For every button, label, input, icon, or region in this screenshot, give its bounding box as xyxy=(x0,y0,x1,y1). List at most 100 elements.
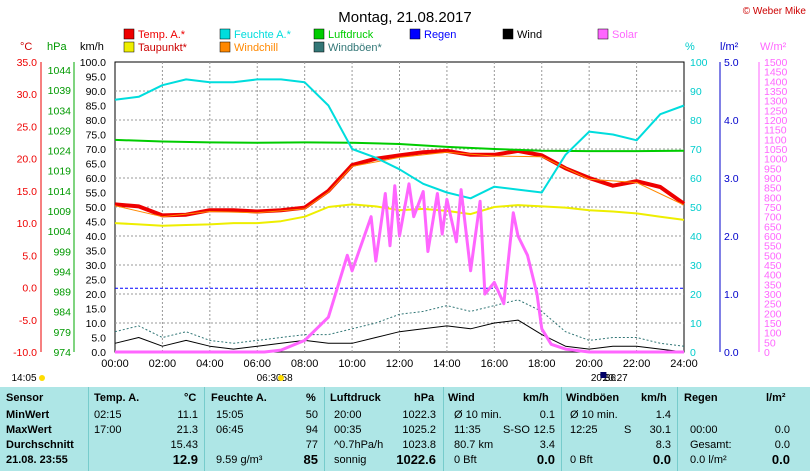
stat-cell-r_val: 0.0 xyxy=(774,439,790,451)
wind-tick-label: 80.0 xyxy=(86,115,107,127)
unit-press: hPa xyxy=(47,41,67,53)
temp-tick-label: -10.0 xyxy=(13,347,37,359)
stat-cell-r_txt: 00:00 xyxy=(690,424,718,436)
stat-cell-label: 21.08. 23:55 xyxy=(6,454,68,466)
hum-tick-label: 30 xyxy=(690,260,702,272)
statistics-table: Sensor Temp. A. °C Feuchte A. % Luftdruc… xyxy=(0,387,810,471)
sun-icon xyxy=(39,375,45,381)
unit-temp: °C xyxy=(20,41,32,53)
header-rain-unit: l/m² xyxy=(766,392,786,404)
solar-tick-label: 1000 xyxy=(764,154,788,166)
legend-label: Wind xyxy=(517,29,542,41)
chart-title: Montag, 21.08.2017 xyxy=(338,9,471,26)
stat-cell-b_txt: 12:25 xyxy=(570,424,598,436)
wind-tick-label: 60.0 xyxy=(86,173,107,185)
temp-tick-label: 10.0 xyxy=(17,218,38,230)
legend-swatch xyxy=(219,28,231,40)
stat-cell-w_txt: 80.7 km xyxy=(454,439,494,451)
unit-wind: km/h xyxy=(80,41,104,53)
solar-tick-label: 150 xyxy=(764,318,782,330)
hum-tick-label: 60 xyxy=(690,173,702,185)
press-tick-label: 1004 xyxy=(48,226,72,238)
temp-tick-label: 5.0 xyxy=(22,250,37,262)
temp-tick-label: 25.0 xyxy=(17,121,38,133)
header-press-unit: hPa xyxy=(414,392,435,404)
time-mark: 20:36 xyxy=(591,373,616,384)
stat-cell-r_txt: 0.0 l/m² xyxy=(690,454,727,466)
series-line xyxy=(114,148,686,218)
hum-tick-label: 90 xyxy=(690,86,702,98)
time-mark: :58 xyxy=(279,373,293,384)
solar-tick-label: 1400 xyxy=(764,76,788,88)
stat-cell-p_time: ^0.7hPa/h xyxy=(334,439,384,451)
stat-cell-p_val: 1023.8 xyxy=(402,439,436,451)
temp-tick-label: -5.0 xyxy=(19,315,37,327)
press-tick-label: 974 xyxy=(53,347,71,359)
hum-tick-label: 40 xyxy=(690,231,702,243)
x-tick-label: 10:00 xyxy=(338,358,366,370)
wind-tick-label: 70.0 xyxy=(86,144,107,156)
solar-tick-label: 1100 xyxy=(764,134,787,146)
solar-tick-label: 0 xyxy=(764,347,770,359)
solar-tick-label: 1150 xyxy=(764,125,787,137)
weather-chart: Montag, 21.08.2017 © Weber Mike Temp. A.* F… xyxy=(11,6,807,384)
stat-cell-b_val: 30.1 xyxy=(649,424,671,436)
press-tick-label: 994 xyxy=(53,266,71,278)
series-line xyxy=(115,182,684,354)
solar-tick-label: 1500 xyxy=(764,57,788,69)
x-tick-label: 06:00 xyxy=(243,358,271,370)
time-mark: 14:05 xyxy=(11,373,36,384)
time-mark: 06:30 xyxy=(257,373,282,384)
rain-tick-label: 3.0 xyxy=(724,173,739,185)
header-rain: Regen xyxy=(684,392,718,404)
x-tick-label: 16:00 xyxy=(481,358,509,370)
wind-tick-label: 85.0 xyxy=(86,101,107,113)
press-tick-label: 1034 xyxy=(48,105,72,117)
wind-tick-label: 25.0 xyxy=(86,275,107,287)
solar-tick-label: 200 xyxy=(764,308,782,320)
stat-cell-h_val: 85 xyxy=(303,452,318,467)
stat-cell-label: Durchschnitt xyxy=(6,439,74,451)
copyright: © Weber Mike xyxy=(743,6,807,17)
stat-cell-p_val: 1022.3 xyxy=(402,409,436,421)
stat-cell-w_val: 0.0 xyxy=(536,452,555,467)
solar-tick-label: 100 xyxy=(764,328,782,340)
x-tick-label: 20:00 xyxy=(575,358,603,370)
solar-tick-label: 300 xyxy=(764,289,782,301)
series-line xyxy=(114,299,685,347)
x-tick-label: 24:00 xyxy=(670,358,698,370)
series-line xyxy=(114,151,685,218)
press-tick-label: 1044 xyxy=(48,65,72,77)
legend-swatch xyxy=(123,28,135,40)
header-wind-unit: km/h xyxy=(523,392,549,404)
press-tick-label: 1014 xyxy=(48,186,72,198)
moon-icon xyxy=(600,372,607,378)
press-tick-label: 1024 xyxy=(48,146,72,158)
stat-cell-t_time: 17:00 xyxy=(94,424,122,436)
hum-tick-label: 20 xyxy=(690,289,702,301)
rain-tick-label: 2.0 xyxy=(724,231,739,243)
wind-tick-label: 75.0 xyxy=(86,130,107,142)
stat-cell-b_dir: S xyxy=(624,424,632,436)
solar-tick-label: 700 xyxy=(764,212,782,224)
wind-tick-label: 90.0 xyxy=(86,86,107,98)
solar-tick-label: 1050 xyxy=(764,144,788,156)
legend-label: Feuchte A.* xyxy=(234,29,292,41)
unit-solar: W/m² xyxy=(760,41,787,53)
header-gust: Windböen xyxy=(566,392,620,404)
series-line xyxy=(114,138,685,153)
hum-tick-label: 70 xyxy=(690,144,702,156)
temp-tick-label: 15.0 xyxy=(17,186,38,198)
stat-cell-p_time: 00:35 xyxy=(334,424,362,436)
solar-tick-label: 650 xyxy=(764,221,782,233)
solar-tick-label: 800 xyxy=(764,192,782,204)
legend-swatch xyxy=(313,28,325,40)
solar-tick-label: 850 xyxy=(764,183,782,195)
x-tick-label: 12:00 xyxy=(386,358,414,370)
legend-swatch xyxy=(409,28,421,40)
legend-label: Windböen* xyxy=(328,42,383,54)
legend-label: Regen xyxy=(424,29,456,41)
legend-swatch xyxy=(313,41,325,53)
temp-tick-label: 30.0 xyxy=(17,89,38,101)
solar-tick-label: 1350 xyxy=(764,86,788,98)
